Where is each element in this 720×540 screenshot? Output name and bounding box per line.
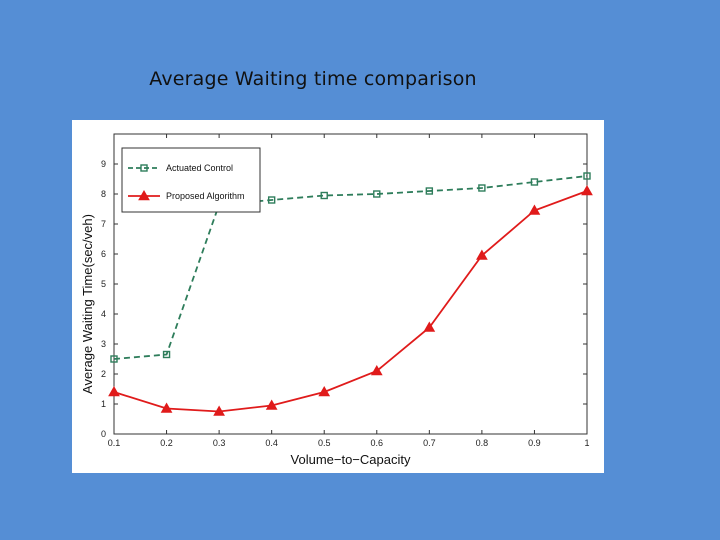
chart-panel: 0 1 2 3 4 5 6 7 8 9 0.1 0.2 0.3 0.4 0.5 0.6 0.7 0.8 0.9 1 A… [72,120,604,473]
data-point-proposed-algorithm [528,204,541,215]
axes: 0 1 2 3 4 5 6 7 8 9 0.1 0.2 0.3 0.4 0.5 0.6 0.7 0.8 0.9 1 [101,133,590,448]
series-proposed-algorithm [108,184,593,416]
data-point-proposed-algorithm [160,402,173,413]
slide-title: Average Waiting time comparison [149,68,477,90]
y-tick-label: 3 [101,339,106,349]
y-axis-label: Average Waiting Time(sec/veh) [80,214,95,394]
y-tick-label: 7 [101,219,106,229]
x-tick-label: 0.5 [318,438,331,448]
x-tick-label: 0.7 [423,438,436,448]
data-point-actuated-control [425,187,434,195]
y-tick-label: 0 [101,429,106,439]
y-tick-label: 2 [101,369,106,379]
y-tick-label: 4 [101,309,106,319]
data-point-actuated-control [267,196,276,204]
legend-entry: Proposed Algorithm [166,191,245,201]
x-tick-label: 0.2 [160,438,173,448]
data-point-proposed-algorithm [370,364,383,376]
legend-box [121,147,261,213]
y-tick-label: 1 [101,399,106,409]
y-tick-label: 5 [101,279,106,289]
y-tick-label: 8 [101,189,106,199]
data-point-proposed-algorithm [213,405,225,416]
x-axis-label: Volume−to−Capacity [291,452,411,467]
data-point-actuated-control [373,190,381,198]
x-tick-label: 0.1 [108,438,121,448]
legend-marker [138,189,150,201]
x-tick-label: 0.3 [213,438,226,448]
y-tick-label: 9 [101,159,106,169]
series-actuated-control [110,172,591,363]
data-point-proposed-algorithm [581,184,593,196]
data-point-actuated-control [162,350,171,359]
x-tick-label: 0.8 [476,438,489,448]
series-line-actuated-control [113,175,588,360]
x-tick-label: 1 [584,438,589,448]
series-layer [108,172,593,416]
data-point-actuated-control [110,355,118,363]
y-tick-label: 6 [101,249,106,259]
data-point-actuated-control [530,178,539,186]
legend: Actuated Control Proposed Algorithm [121,147,261,213]
data-point-actuated-control [478,184,486,192]
data-point-actuated-control [583,172,591,180]
data-point-proposed-algorithm [265,399,278,410]
x-tick-label: 0.4 [265,438,278,448]
data-point-proposed-algorithm [108,385,120,397]
data-point-proposed-algorithm [476,249,488,260]
line-chart: 0 1 2 3 4 5 6 7 8 9 0.1 0.2 0.3 0.4 0.5 0.6 0.7 0.8 0.9 1 A… [80,133,593,467]
x-tick-label: 0.6 [371,438,384,448]
data-point-proposed-algorithm [423,321,436,332]
legend-entry: Actuated Control [166,163,233,173]
x-tick-label: 0.9 [528,438,541,448]
data-point-actuated-control [320,191,328,200]
legend-marker [140,164,148,172]
data-point-proposed-algorithm [318,385,331,397]
series-line-proposed-algorithm [113,190,588,413]
